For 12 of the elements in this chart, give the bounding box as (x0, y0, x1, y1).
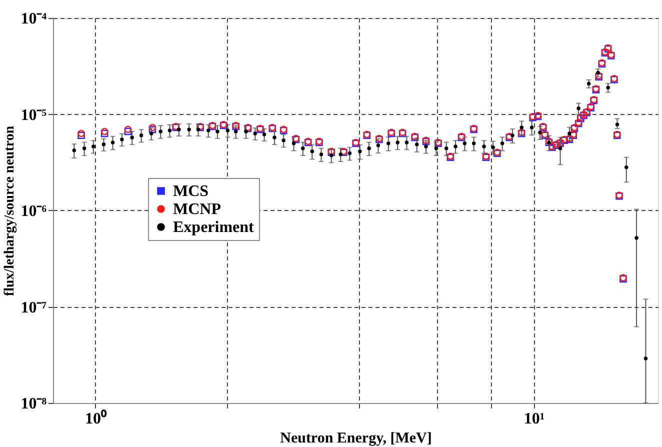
x-tick-label: 10⁰ (84, 410, 107, 428)
y-tick-label: 10⁻⁷ (20, 299, 47, 316)
x-tick-label: 10¹ (524, 410, 545, 428)
x-axis-title: Neutron Energy, [MeV] (280, 430, 432, 446)
y-tick-label: 10⁻⁸ (20, 396, 47, 412)
y-axis-title: flux/lethargy/source neutron (2, 126, 18, 296)
legend-label: MCNP (173, 201, 222, 218)
y-tick-label: 10⁻⁴ (20, 10, 47, 28)
y-tick-label: 10⁻⁵ (20, 106, 47, 124)
legend-label: Experiment (173, 219, 255, 236)
legend-label: MCS (173, 183, 209, 200)
y-tick-label: 10⁻⁶ (20, 203, 47, 220)
